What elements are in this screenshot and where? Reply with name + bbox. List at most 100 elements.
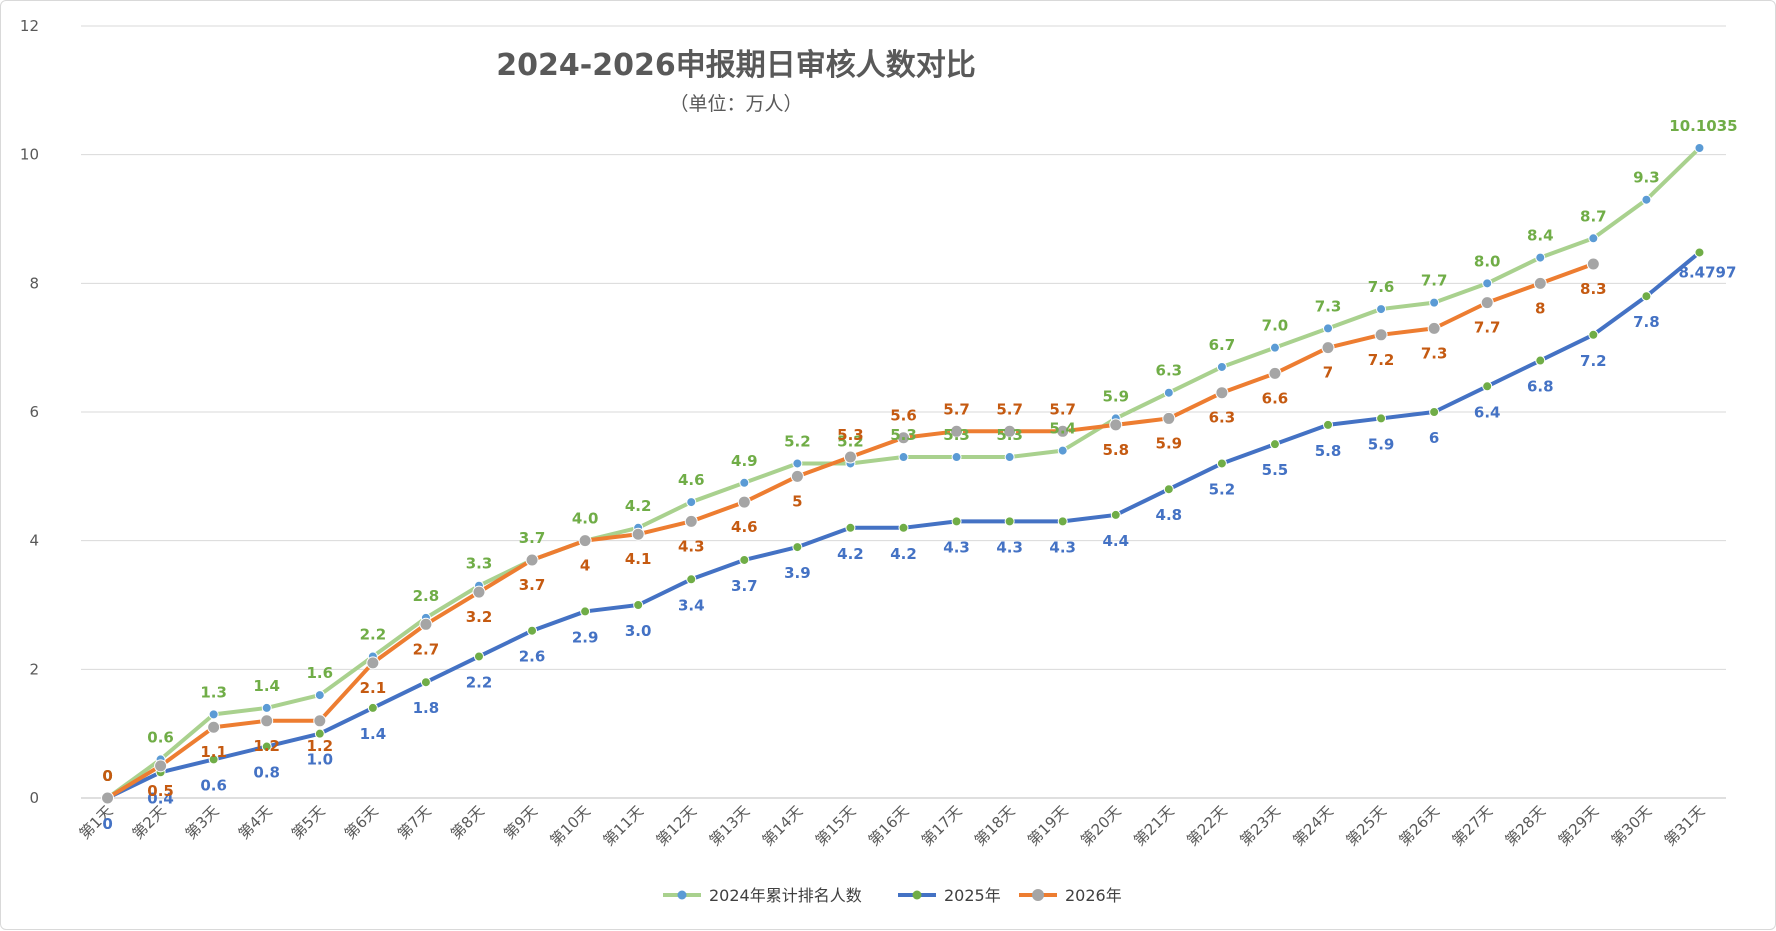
data-label: 0 — [102, 767, 112, 785]
data-label: 1.2 — [307, 737, 334, 755]
series-2-point — [631, 527, 645, 541]
legend-marker-2 — [1032, 889, 1044, 901]
legend-marker-1 — [912, 890, 922, 900]
legend-marker-0 — [677, 890, 687, 900]
data-label: 6.6 — [1262, 389, 1289, 407]
data-label: 6.3 — [1156, 362, 1183, 380]
series-2-point — [1003, 424, 1017, 438]
series-1-point — [1269, 439, 1280, 450]
data-labels: 0 0.6 1.3 1.4 1.6 2.2 2.8 3.3 3.7 4.0 4.2 4.6 4.9 5.2… — [102, 117, 1737, 833]
series-0-point — [261, 702, 272, 713]
data-label: 4.3 — [678, 537, 705, 555]
series-0-point — [1269, 342, 1280, 353]
series-line-0 — [105, 146, 1702, 800]
data-label: 8.7 — [1580, 207, 1607, 225]
data-label: 0.5 — [147, 782, 174, 800]
series-1-point — [420, 677, 431, 688]
series-2-point — [1480, 296, 1494, 310]
series-1-point — [1323, 419, 1334, 430]
series-2-point — [366, 656, 380, 670]
series-2-point — [207, 720, 221, 734]
x-tick-label: 第17天 — [918, 802, 965, 849]
data-label: 3.9 — [784, 564, 811, 582]
series-1-point — [1694, 247, 1705, 258]
data-label: 0.4 — [147, 789, 174, 807]
series-1-point — [1641, 291, 1652, 302]
data-label: 5.7 — [996, 400, 1023, 418]
data-label: 8 — [1535, 299, 1545, 317]
data-label: 5.2 — [837, 432, 864, 450]
data-label: 4.3 — [943, 538, 970, 556]
data-label: 6.4 — [1474, 403, 1501, 421]
series-0-point — [1057, 445, 1068, 456]
series-1-point — [1482, 381, 1493, 392]
x-tick-label: 第16天 — [865, 802, 912, 849]
data-label: 7.7 — [1421, 272, 1448, 290]
x-tick-label: 第22天 — [1183, 802, 1230, 849]
series-2-point — [260, 714, 274, 728]
series-0-point — [951, 452, 962, 463]
x-tick-label: 第9天 — [500, 802, 541, 843]
x-tick-label: 第12天 — [653, 802, 700, 849]
x-tick-label: 第8天 — [447, 802, 488, 843]
data-label: 4.3 — [996, 538, 1023, 556]
series-1-point — [1588, 329, 1599, 340]
x-tick-label: 第31天 — [1661, 802, 1708, 849]
chart-title: 2024-2026申报期日审核人数对比 — [496, 48, 975, 83]
x-tick-label: 第23天 — [1236, 802, 1283, 849]
x-tick-label: 第15天 — [812, 802, 859, 849]
series-2-point — [1056, 424, 1070, 438]
data-label: 3.7 — [519, 529, 546, 547]
x-tick-label: 第27天 — [1449, 802, 1496, 849]
series-0-point — [1588, 233, 1599, 244]
data-label: 1.0 — [307, 751, 334, 769]
series-2-point — [897, 431, 910, 445]
data-label: 7.3 — [1421, 344, 1448, 362]
series-1-point — [367, 702, 378, 713]
x-tick-label: 第30天 — [1608, 802, 1655, 849]
data-label: 9.3 — [1633, 169, 1660, 187]
data-label: 4.0 — [572, 510, 599, 528]
data-label: 0.6 — [147, 728, 174, 746]
data-label: 0.8 — [253, 764, 280, 782]
series-2-point — [1215, 386, 1229, 400]
x-tick-label: 第6天 — [341, 802, 382, 843]
series-0-point — [1004, 452, 1015, 463]
series-2-point — [790, 469, 804, 483]
data-label: 4 — [580, 557, 590, 575]
legend-label-0: 2024年累计排名人数 — [709, 886, 862, 905]
data-label: 2.6 — [519, 648, 546, 666]
series-2-point — [419, 617, 433, 631]
legend-label-2: 2026年 — [1065, 886, 1122, 905]
y-axis-ticks: 0 2 4 6 8 10 12 — [20, 17, 39, 807]
series-1-point — [845, 522, 856, 533]
series-0-point — [1216, 361, 1227, 372]
x-tick-label: 第5天 — [288, 802, 329, 843]
data-label: 2.7 — [413, 640, 440, 658]
data-label: 1.1 — [200, 743, 227, 761]
data-label: 5.5 — [1262, 461, 1289, 479]
data-label: 1.8 — [413, 699, 440, 717]
data-label: 1.2 — [253, 737, 280, 755]
data-label: 3.7 — [519, 576, 546, 594]
data-label: 0 — [102, 815, 112, 833]
data-label: 7.6 — [1368, 278, 1395, 296]
y-tick-label: 2 — [29, 660, 39, 678]
x-tick-label: 第26天 — [1396, 802, 1443, 849]
series-2-point — [101, 791, 115, 805]
data-label: 4.2 — [837, 545, 864, 563]
data-label: 6.3 — [1209, 409, 1236, 427]
series-lines — [105, 146, 1702, 800]
data-label: 1.4 — [253, 677, 280, 695]
data-label: 5.8 — [1102, 441, 1129, 459]
series-2-point — [1162, 411, 1176, 425]
x-tick-label: 第3天 — [182, 802, 223, 843]
data-label: 4.8 — [1156, 506, 1183, 524]
data-label: 5.6 — [890, 407, 917, 425]
x-tick-label: 第18天 — [971, 802, 1018, 849]
data-label: 2.8 — [413, 587, 440, 605]
series-0-point — [1694, 143, 1705, 154]
series-0-point — [739, 477, 750, 488]
